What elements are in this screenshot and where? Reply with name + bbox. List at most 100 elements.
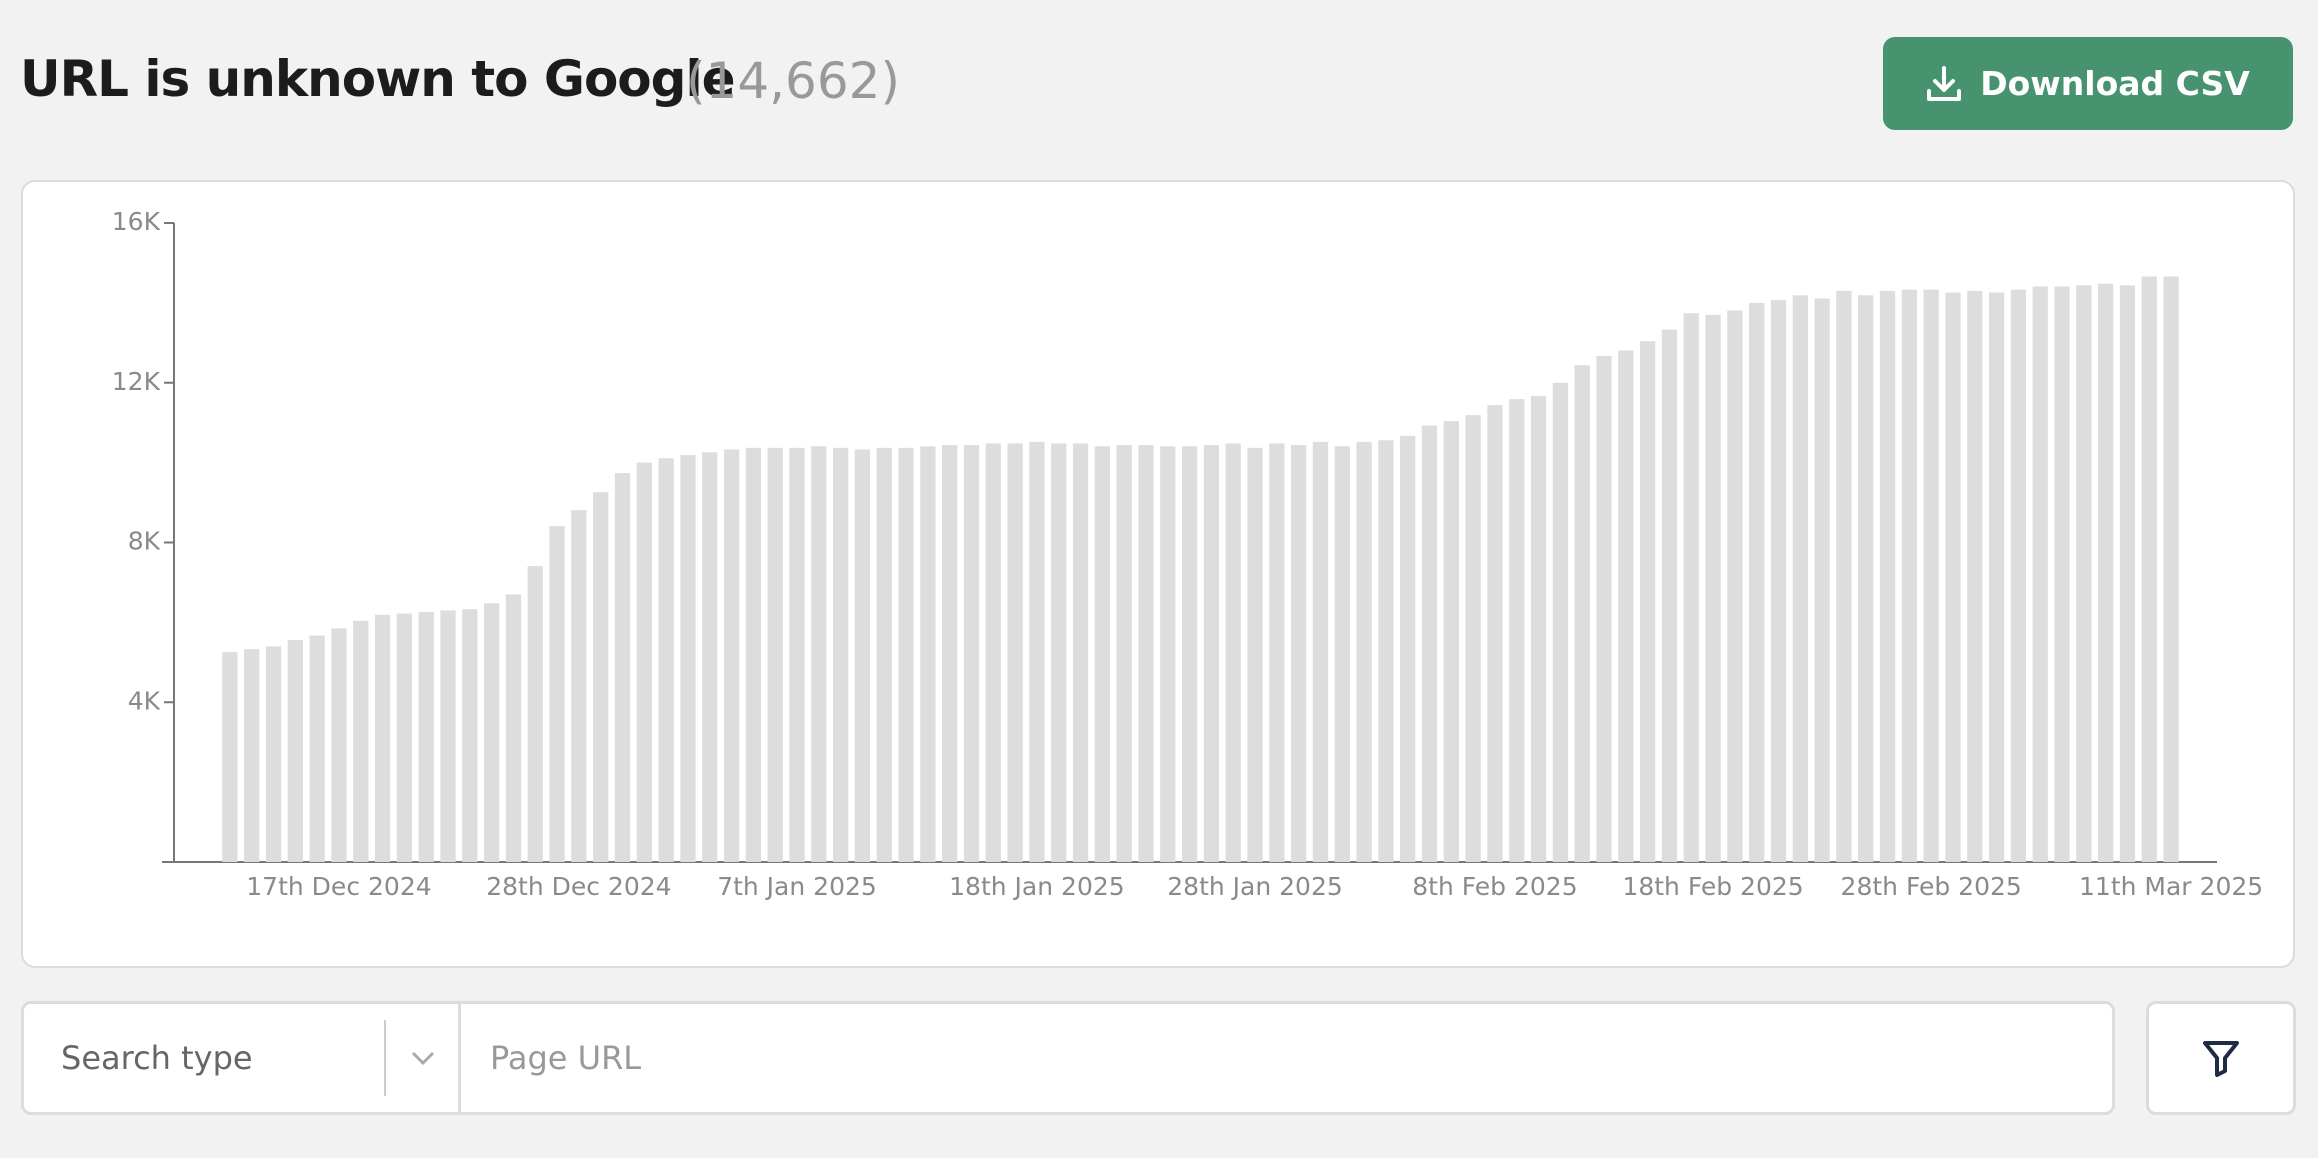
x-tick-label: 18th Jan 2025 [949, 872, 1125, 901]
bar [1705, 314, 1721, 862]
bar [1356, 441, 1372, 862]
bar [1400, 435, 1416, 862]
bar [505, 594, 522, 862]
x-tick-label: 17th Dec 2024 [246, 872, 431, 901]
bar [1792, 295, 1808, 862]
bar [309, 635, 325, 862]
bar [789, 447, 805, 862]
bar [1509, 399, 1525, 862]
bar [1879, 290, 1896, 862]
chart: 4K 8K 12K 16K 17th Dec 2024 28th Dec 2024 7th … [112, 207, 2263, 901]
button-label: Download CSV [1980, 64, 2250, 103]
y-tick-label: 12K [112, 367, 161, 396]
search-type-select[interactable]: Search type [61, 1039, 253, 1077]
bar [2119, 285, 2136, 862]
bar [1770, 300, 1787, 863]
bar [462, 609, 478, 862]
bar [396, 613, 413, 862]
x-tick-label: 18th Feb 2025 [1622, 872, 1803, 901]
download-icon [1927, 65, 1962, 101]
bar [1291, 445, 1307, 862]
bar [2163, 276, 2179, 862]
filter-icon [2203, 1041, 2239, 1077]
bar [680, 455, 696, 862]
bar [1988, 292, 2005, 863]
bar [222, 651, 238, 862]
bar [1945, 292, 1961, 863]
count: (14,662) [686, 52, 900, 110]
bar [1269, 443, 1285, 862]
bar [1203, 445, 1220, 862]
bar [2098, 283, 2114, 862]
bar [418, 611, 434, 862]
bar [1683, 313, 1699, 862]
bar [1639, 341, 1656, 863]
bar [1923, 289, 1939, 862]
bar [571, 510, 587, 862]
bar [1661, 329, 1678, 862]
bar [374, 614, 391, 862]
bar [1836, 290, 1852, 862]
bar [898, 447, 914, 862]
bar [942, 445, 958, 862]
x-tick-label: 8th Feb 2025 [1412, 872, 1577, 901]
bar [811, 446, 827, 862]
bar [636, 462, 652, 862]
bar [723, 449, 740, 862]
bar [593, 492, 609, 862]
filter-button[interactable] [2146, 1001, 2296, 1115]
bar [549, 526, 565, 862]
bar [1160, 446, 1176, 862]
x-tick-label: 11th Mar 2025 [2079, 872, 2263, 901]
y-tick-label: 8K [128, 527, 161, 556]
bar [1858, 295, 1874, 862]
bar [1334, 446, 1350, 862]
bar [1901, 289, 1917, 862]
bar [2010, 289, 2027, 862]
bar [658, 458, 674, 862]
x-tick-label: 28th Jan 2025 [1167, 872, 1343, 901]
divider [458, 1004, 461, 1112]
bar [1312, 441, 1329, 862]
bar [854, 449, 871, 862]
bar [702, 452, 718, 862]
bar [963, 445, 980, 862]
chevron[interactable] [409, 1048, 437, 1068]
bar [1618, 350, 1634, 862]
bar [1487, 405, 1503, 862]
search-bar: Search type Page URL [21, 1001, 2115, 1115]
bar [1552, 382, 1569, 862]
bar [484, 603, 500, 862]
bar [1378, 440, 1394, 862]
bar [767, 447, 783, 862]
bar [353, 620, 369, 862]
x-tick-label: 7th Jan 2025 [717, 872, 877, 901]
bar [1225, 443, 1241, 862]
bar [1051, 443, 1067, 862]
bar [1116, 445, 1132, 862]
bar [527, 566, 543, 862]
page-url-input[interactable]: Page URL [490, 1039, 642, 1077]
page-title: URL is unknown to Google [20, 50, 736, 108]
download-button[interactable]: Download CSV [1883, 37, 2293, 130]
bar [1181, 446, 1198, 862]
bar [1007, 443, 1023, 862]
y-tick-label: 16K [112, 207, 161, 236]
bar [920, 446, 936, 862]
bar [614, 473, 631, 862]
bar [1967, 290, 1983, 862]
bar [1247, 447, 1263, 862]
bar [1138, 445, 1154, 862]
bar [244, 649, 260, 862]
x-tick-label: 28th Feb 2025 [1841, 872, 2022, 901]
bar [2032, 286, 2048, 862]
x-tick-label: 28th Dec 2024 [486, 872, 671, 901]
bar [1072, 443, 1089, 862]
bar [1749, 302, 1765, 862]
bar [1421, 425, 1438, 862]
bar [1530, 395, 1547, 862]
bar [331, 628, 347, 862]
bar [1465, 415, 1481, 862]
bar [1029, 441, 1045, 862]
